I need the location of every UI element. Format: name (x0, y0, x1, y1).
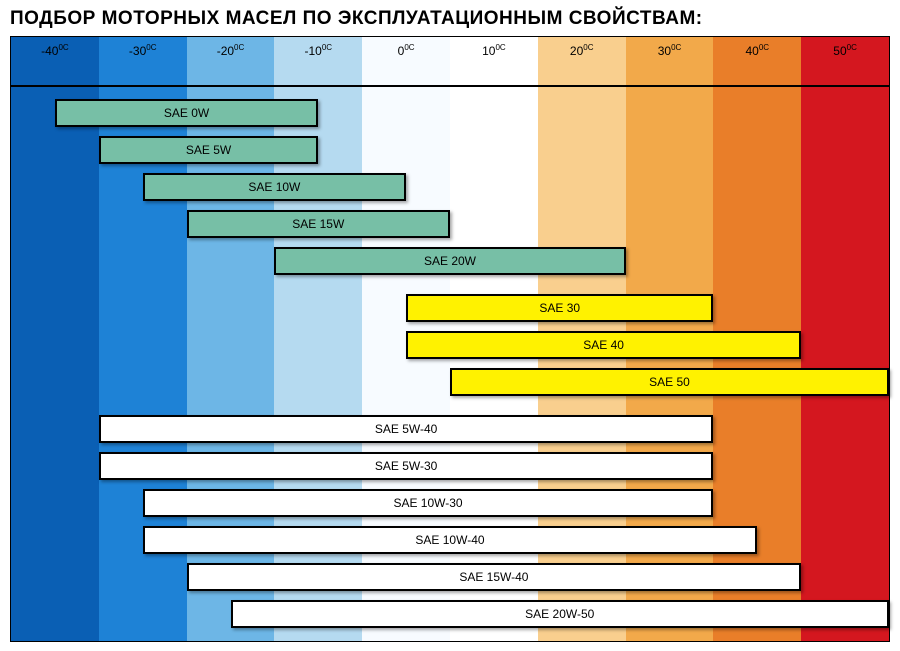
oil-range-bar: SAE 15W-40 (187, 563, 802, 591)
bar-row: SAE 10W-40 (11, 526, 889, 554)
bar-label: SAE 50 (649, 375, 690, 389)
bar-label: SAE 20W-50 (525, 607, 594, 621)
oil-range-bar: SAE 20W (274, 247, 625, 275)
bars-area: SAE 0W SAE 5W SAE 10W SAE 15W SAE 20W SAE 30 S… (11, 93, 889, 651)
x-tick-label: -200C (217, 43, 245, 58)
x-tick-label: 00C (398, 43, 415, 58)
bar-row: SAE 20W-50 (11, 600, 889, 628)
bar-label: SAE 5W (186, 143, 231, 157)
bar-row: SAE 5W (11, 136, 889, 164)
bar-label: SAE 5W-30 (375, 459, 437, 473)
bar-row: SAE 5W-40 (11, 415, 889, 443)
x-tick-label: 100C (482, 43, 506, 58)
bar-row: SAE 50 (11, 368, 889, 396)
bar-row: SAE 40 (11, 331, 889, 359)
bar-label: SAE 10W-40 (415, 533, 484, 547)
oil-range-bar: SAE 0W (55, 99, 318, 127)
oil-temperature-chart: -400C -300C -200C -100C 00C 100C 200C 300C 400C 5… (10, 36, 890, 642)
oil-range-bar: SAE 5W (99, 136, 319, 164)
oil-range-bar: SAE 10W-40 (143, 526, 758, 554)
bar-row: SAE 10W (11, 173, 889, 201)
oil-range-bar: SAE 5W-30 (99, 452, 714, 480)
bar-label: SAE 10W (248, 180, 300, 194)
bar-row: SAE 0W (11, 99, 889, 127)
bar-label: SAE 10W-30 (393, 496, 462, 510)
oil-range-bar: SAE 5W-40 (99, 415, 714, 443)
bar-label: SAE 40 (583, 338, 624, 352)
x-tick-label: -100C (305, 43, 333, 58)
oil-range-bar: SAE 10W-30 (143, 489, 714, 517)
x-tick-label: 300C (658, 43, 682, 58)
x-tick-label: -300C (129, 43, 157, 58)
bar-label: SAE 20W (424, 254, 476, 268)
bar-row: SAE 10W-30 (11, 489, 889, 517)
group-gap (11, 405, 889, 415)
bar-label: SAE 0W (164, 106, 209, 120)
oil-range-bar: SAE 10W (143, 173, 406, 201)
bar-label: SAE 30 (539, 301, 580, 315)
x-axis-ticks: -400C -300C -200C -100C 00C 100C 200C 300C 400C 5… (11, 37, 889, 65)
oil-range-bar: SAE 30 (406, 294, 713, 322)
page-title: ПОДБОР МОТОРНЫХ МАСЕЛ ПО ЭКСПЛУАТАЦИОННЫ… (0, 0, 900, 36)
group-gap (11, 284, 889, 294)
x-tick-label: -400C (41, 43, 69, 58)
x-tick-label: 500C (833, 43, 857, 58)
x-tick-label: 400C (746, 43, 770, 58)
oil-range-bar: SAE 50 (450, 368, 889, 396)
oil-range-bar: SAE 40 (406, 331, 801, 359)
bar-row: SAE 20W (11, 247, 889, 275)
x-tick-label: 200C (570, 43, 594, 58)
bar-label: SAE 15W-40 (459, 570, 528, 584)
oil-range-bar: SAE 20W-50 (231, 600, 890, 628)
bar-label: SAE 5W-40 (375, 422, 437, 436)
x-axis-line (11, 85, 889, 87)
bar-row: SAE 15W (11, 210, 889, 238)
oil-range-bar: SAE 15W (187, 210, 450, 238)
bar-label: SAE 15W (292, 217, 344, 231)
bar-row: SAE 5W-30 (11, 452, 889, 480)
bar-row: SAE 30 (11, 294, 889, 322)
bar-row: SAE 15W-40 (11, 563, 889, 591)
